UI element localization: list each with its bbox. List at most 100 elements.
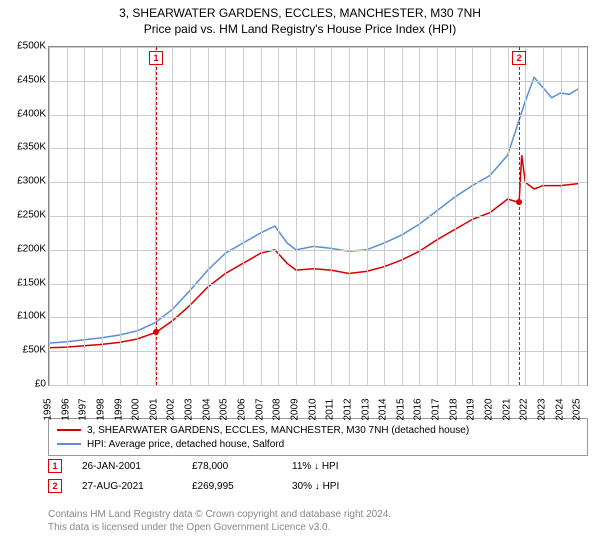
gridline-h <box>49 182 587 183</box>
event-marker-box: 1 <box>149 51 163 65</box>
ytick-label: £100K <box>2 311 46 322</box>
gridline-v <box>49 47 50 385</box>
gridline-v <box>190 47 191 385</box>
gridline-v <box>261 47 262 385</box>
gridline-v <box>225 47 226 385</box>
title-line2: Price paid vs. HM Land Registry's House … <box>0 22 600 36</box>
gridline-v <box>243 47 244 385</box>
gridline-h <box>49 115 587 116</box>
event-marker-box: 2 <box>512 51 526 65</box>
plot-area: 12 <box>48 46 588 386</box>
ytick-label: £450K <box>2 74 46 85</box>
gridline-h <box>49 385 587 386</box>
xtick-label: 1995 <box>43 398 54 420</box>
xtick-label: 2002 <box>166 398 177 420</box>
titles: 3, SHEARWATER GARDENS, ECCLES, MANCHESTE… <box>0 0 600 36</box>
event-date: 27-AUG-2021 <box>82 481 172 492</box>
gridline-v <box>508 47 509 385</box>
events-table: 1 26-JAN-2001 £78,000 11% ↓ HPI 2 27-AUG-2021… <box>48 456 588 496</box>
footer-line1: Contains HM Land Registry data © Crown c… <box>48 508 588 521</box>
gridline-v <box>437 47 438 385</box>
event-delta: 11% ↓ HPI <box>292 461 382 472</box>
legend-swatch <box>57 429 81 431</box>
title-line1: 3, SHEARWATER GARDENS, ECCLES, MANCHESTE… <box>0 6 600 20</box>
gridline-v <box>314 47 315 385</box>
xtick-label: 2017 <box>431 398 442 420</box>
event-price: £78,000 <box>192 461 272 472</box>
xtick-label: 2003 <box>184 398 195 420</box>
event-price: £269,995 <box>192 481 272 492</box>
gridline-v <box>278 47 279 385</box>
xtick-label: 1999 <box>113 398 124 420</box>
xtick-label: 2021 <box>501 398 512 420</box>
gridline-v <box>208 47 209 385</box>
xtick-label: 2013 <box>360 398 371 420</box>
gridline-v <box>525 47 526 385</box>
footer-line2: This data is licensed under the Open Gov… <box>48 521 588 534</box>
gridline-h <box>49 284 587 285</box>
legend-row: 3, SHEARWATER GARDENS, ECCLES, MANCHESTE… <box>57 423 579 437</box>
xtick-label: 2010 <box>307 398 318 420</box>
gridline-v <box>172 47 173 385</box>
gridline-v <box>120 47 121 385</box>
xtick-label: 2011 <box>325 399 336 421</box>
ytick-label: £300K <box>2 176 46 187</box>
gridline-v <box>137 47 138 385</box>
legend-swatch <box>57 443 81 445</box>
event-line <box>519 47 520 385</box>
xtick-label: 2005 <box>219 398 230 420</box>
xtick-label: 2004 <box>201 398 212 420</box>
event-row: 2 27-AUG-2021 £269,995 30% ↓ HPI <box>48 476 588 496</box>
gridline-v <box>349 47 350 385</box>
ytick-label: £500K <box>2 41 46 52</box>
gridline-v <box>455 47 456 385</box>
ytick-label: £0 <box>2 379 46 390</box>
xtick-label: 1998 <box>95 398 106 420</box>
gridline-v <box>402 47 403 385</box>
ytick-label: £50K <box>2 345 46 356</box>
xtick-label: 2025 <box>572 398 583 420</box>
xtick-label: 2009 <box>289 398 300 420</box>
footer: Contains HM Land Registry data © Crown c… <box>48 508 588 534</box>
xtick-label: 2014 <box>378 398 389 420</box>
gridline-v <box>472 47 473 385</box>
xtick-label: 2015 <box>395 398 406 420</box>
chart-container: 3, SHEARWATER GARDENS, ECCLES, MANCHESTE… <box>0 0 600 560</box>
xtick-label: 1996 <box>60 398 71 420</box>
event-delta: 30% ↓ HPI <box>292 481 382 492</box>
gridline-h <box>49 47 587 48</box>
xtick-label: 2022 <box>519 398 530 420</box>
gridline-v <box>419 47 420 385</box>
legend-label: HPI: Average price, detached house, Salf… <box>87 439 284 450</box>
event-date: 26-JAN-2001 <box>82 461 172 472</box>
gridline-v <box>543 47 544 385</box>
xtick-label: 2018 <box>448 398 459 420</box>
event-number: 1 <box>48 459 62 473</box>
xtick-label: 2012 <box>342 398 353 420</box>
ytick-label: £200K <box>2 243 46 254</box>
xtick-label: 2020 <box>483 398 494 420</box>
gridline-h <box>49 148 587 149</box>
gridline-v <box>67 47 68 385</box>
gridline-v <box>367 47 368 385</box>
xtick-label: 1997 <box>78 398 89 420</box>
gridline-v <box>490 47 491 385</box>
gridline-h <box>49 351 587 352</box>
gridline-h <box>49 216 587 217</box>
gridline-v <box>578 47 579 385</box>
event-row: 1 26-JAN-2001 £78,000 11% ↓ HPI <box>48 456 588 476</box>
gridline-v <box>331 47 332 385</box>
gridline-h <box>49 317 587 318</box>
gridline-h <box>49 250 587 251</box>
xtick-label: 2001 <box>148 398 159 420</box>
xtick-label: 2007 <box>254 398 265 420</box>
ytick-label: £350K <box>2 142 46 153</box>
ytick-label: £250K <box>2 210 46 221</box>
xtick-label: 2023 <box>536 398 547 420</box>
legend-label: 3, SHEARWATER GARDENS, ECCLES, MANCHESTE… <box>87 425 469 436</box>
xtick-label: 2016 <box>413 398 424 420</box>
ytick-label: £150K <box>2 277 46 288</box>
event-number: 2 <box>48 479 62 493</box>
legend-row: HPI: Average price, detached house, Salf… <box>57 437 579 451</box>
gridline-v <box>384 47 385 385</box>
